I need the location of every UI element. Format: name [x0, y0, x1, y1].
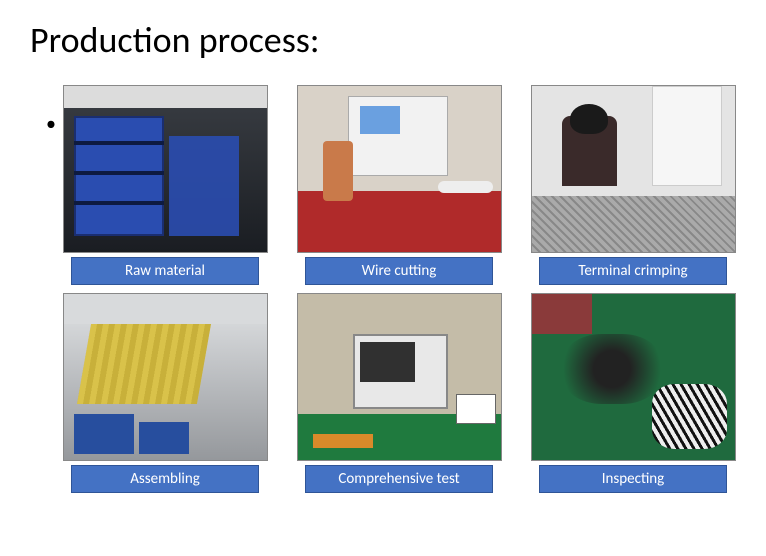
photo-terminal-crimping — [531, 85, 736, 253]
photo-assembling — [63, 293, 268, 461]
process-step-raw-material: Raw material — [60, 85, 270, 285]
process-step-inspecting: Inspecting — [528, 293, 738, 493]
label-assembling: Assembling — [71, 465, 259, 493]
label-raw-material: Raw material — [71, 257, 259, 285]
label-comprehensive-test: Comprehensive test — [305, 465, 493, 493]
process-step-wire-cutting: Wire cutting — [294, 85, 504, 285]
process-step-assembling: Assembling — [60, 293, 270, 493]
process-step-comprehensive-test: Comprehensive test — [294, 293, 504, 493]
process-grid: Raw material Wire cutting Terminal crimp… — [60, 85, 738, 493]
label-terminal-crimping: Terminal crimping — [539, 257, 727, 285]
label-wire-cutting: Wire cutting — [305, 257, 493, 285]
photo-comprehensive-test — [297, 293, 502, 461]
photo-raw-material — [63, 85, 268, 253]
page-title: Production process: — [0, 0, 766, 62]
photo-wire-cutting — [297, 85, 502, 253]
photo-inspecting — [531, 293, 736, 461]
label-inspecting: Inspecting — [539, 465, 727, 493]
process-step-terminal-crimping: Terminal crimping — [528, 85, 738, 285]
bullet-marker: • — [46, 112, 56, 136]
